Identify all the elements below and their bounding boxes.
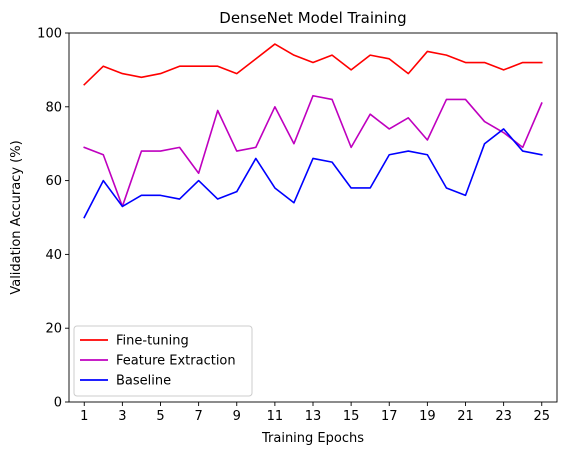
- series-line-fine-tuning: [83, 43, 543, 86]
- y-tick-label: 0: [54, 396, 62, 411]
- x-tick-label: 13: [305, 409, 322, 424]
- y-tick-label: 80: [45, 100, 62, 115]
- series-line-baseline: [83, 128, 543, 219]
- x-tick-label: 7: [194, 409, 202, 424]
- x-tick-label: 5: [156, 409, 164, 424]
- x-tick-label: 19: [419, 409, 436, 424]
- legend-label-feature-extraction: Feature Extraction: [116, 354, 236, 369]
- x-tick-label: 15: [343, 409, 360, 424]
- series-line-feature-extraction: [83, 94, 543, 208]
- x-tick-label: 23: [495, 409, 512, 424]
- x-axis-label: Training Epochs: [261, 431, 364, 446]
- x-tick-label: 1: [80, 409, 88, 424]
- x-tick-label: 25: [533, 409, 550, 424]
- legend-box: [73, 325, 253, 397]
- y-tick-label: 60: [45, 174, 62, 189]
- x-tick-label: 17: [381, 409, 398, 424]
- y-tick-label: 40: [45, 248, 62, 263]
- series-layer: [83, 43, 543, 219]
- chart-title: DenseNet Model Training: [219, 9, 406, 27]
- x-tick-label: 9: [233, 409, 241, 424]
- x-tick-label: 11: [267, 409, 284, 424]
- y-tick-label: 20: [45, 322, 62, 337]
- y-tick-label: 100: [37, 27, 62, 42]
- legend-label-baseline: Baseline: [116, 374, 171, 389]
- legend-label-fine-tuning: Fine-tuning: [116, 334, 189, 349]
- x-tick-label: 3: [118, 409, 126, 424]
- x-tick-label: 21: [457, 409, 474, 424]
- y-axis-label: Validation Accuracy (%): [9, 140, 24, 294]
- legend: Fine-tuning Feature Extraction Baseline: [73, 325, 253, 397]
